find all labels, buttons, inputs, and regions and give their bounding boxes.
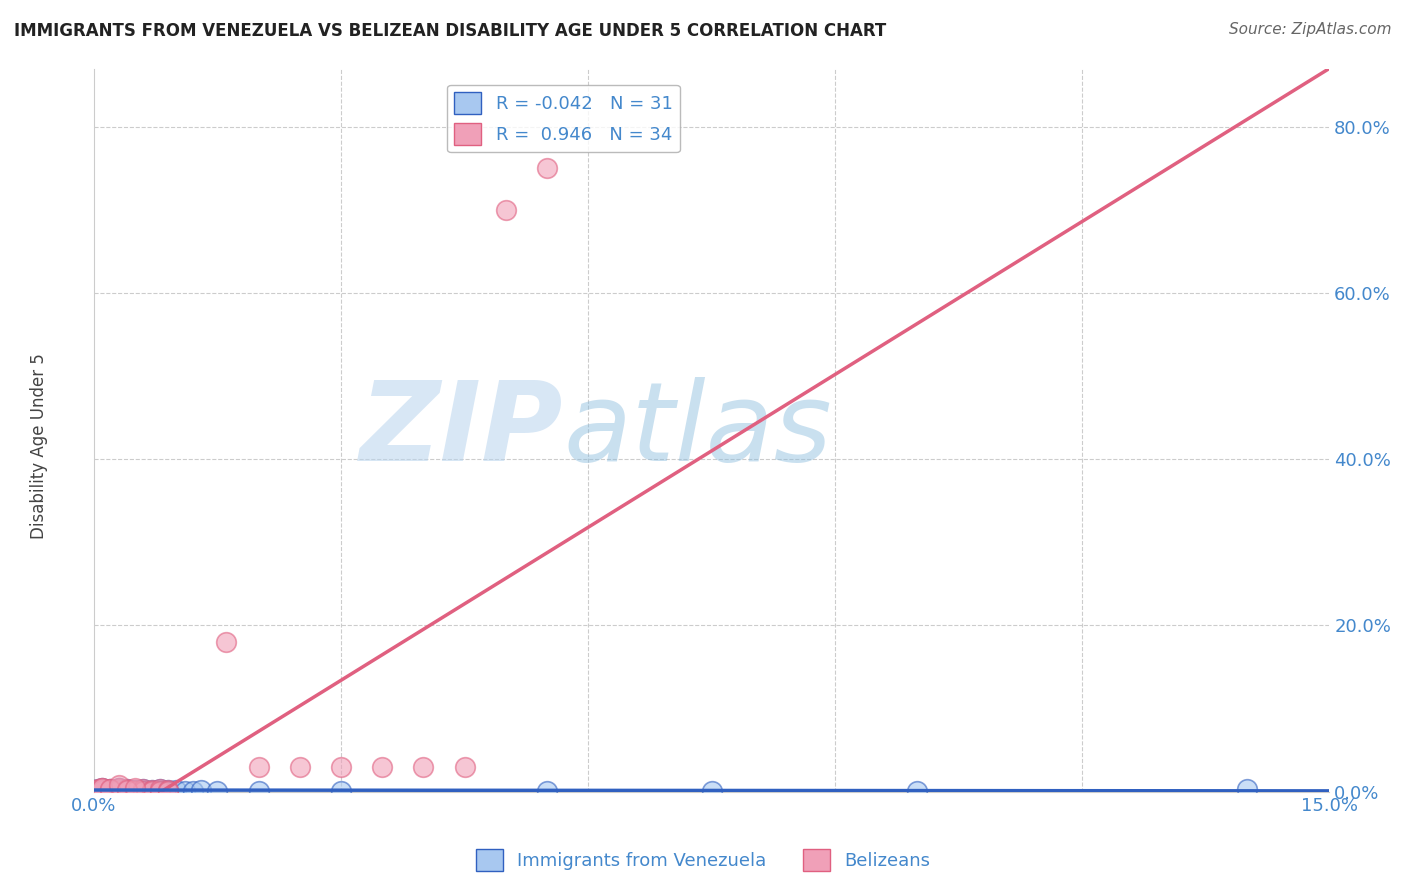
Point [330, 784, 353, 798]
Point [453, 760, 475, 774]
Point [115, 782, 138, 797]
Point [100, 784, 122, 798]
Point [100, 782, 122, 797]
Point [149, 784, 172, 798]
Point [207, 784, 229, 798]
Point [132, 784, 155, 798]
Point [181, 784, 204, 798]
Point [124, 781, 146, 796]
Point [495, 202, 517, 217]
Point [141, 784, 163, 798]
Point [124, 783, 146, 797]
Point [115, 784, 138, 798]
Point [536, 161, 558, 176]
Point [330, 760, 353, 774]
Point [141, 784, 163, 798]
Point [107, 778, 129, 792]
Point [91, 781, 114, 796]
Point [173, 784, 195, 798]
Point [132, 784, 155, 798]
Point [107, 783, 129, 797]
Point [91, 780, 114, 795]
Point [124, 784, 146, 798]
Point [907, 784, 929, 798]
Point [83, 783, 105, 797]
Point [536, 784, 558, 798]
Legend: Immigrants from Venezuela, Belizeans: Immigrants from Venezuela, Belizeans [468, 842, 938, 879]
Point [157, 784, 180, 798]
Point [141, 783, 163, 797]
Point [141, 783, 163, 797]
Point [247, 784, 270, 798]
Point [83, 783, 105, 797]
Point [107, 781, 129, 796]
Point [107, 781, 129, 796]
Point [132, 782, 155, 797]
Point [190, 783, 212, 797]
Point [149, 782, 172, 797]
Point [157, 783, 180, 797]
Point [91, 781, 114, 796]
Point [115, 782, 138, 797]
Point [124, 783, 146, 797]
Point [215, 635, 238, 649]
Point [247, 760, 270, 774]
Point [1236, 782, 1258, 797]
Point [132, 782, 155, 797]
Point [87, 782, 110, 797]
Point [91, 783, 114, 797]
Point [149, 784, 172, 798]
Text: Source: ZipAtlas.com: Source: ZipAtlas.com [1229, 22, 1392, 37]
Point [100, 782, 122, 797]
Text: ZIP: ZIP [360, 376, 564, 483]
Point [412, 760, 434, 774]
Point [87, 782, 110, 797]
Point [165, 783, 187, 797]
Point [157, 784, 180, 798]
Point [115, 783, 138, 797]
Point [100, 782, 122, 797]
Point [107, 783, 129, 797]
Point [100, 784, 122, 798]
Point [288, 760, 311, 774]
Point [124, 784, 146, 798]
Point [91, 783, 114, 797]
Point [371, 760, 394, 774]
Point [149, 782, 172, 797]
Text: atlas: atlas [564, 376, 832, 483]
Point [115, 784, 138, 798]
Text: Disability Age Under 5: Disability Age Under 5 [31, 353, 48, 539]
Point [700, 784, 723, 798]
Legend: R = -0.042   N = 31, R =  0.946   N = 34: R = -0.042 N = 31, R = 0.946 N = 34 [447, 85, 679, 153]
Point [157, 783, 180, 797]
Text: IMMIGRANTS FROM VENEZUELA VS BELIZEAN DISABILITY AGE UNDER 5 CORRELATION CHART: IMMIGRANTS FROM VENEZUELA VS BELIZEAN DI… [14, 22, 886, 40]
